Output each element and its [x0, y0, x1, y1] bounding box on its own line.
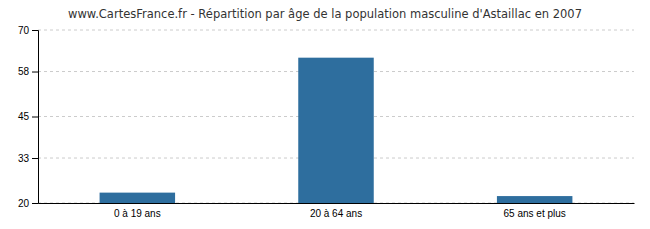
bar — [298, 58, 373, 203]
y-tick-mark — [32, 117, 38, 118]
x-tick-label: 20 à 64 ans — [310, 208, 362, 219]
y-tick: 45 — [18, 111, 38, 122]
bars — [100, 58, 573, 203]
y-tick-mark — [32, 158, 38, 159]
chart: www.CartesFrance.fr - Répartition par âg… — [0, 0, 650, 229]
y-tick-mark — [32, 203, 38, 204]
grid — [38, 30, 634, 203]
y-tick-label: 70 — [18, 25, 30, 36]
y-tick: 20 — [18, 198, 38, 209]
y-tick-label: 33 — [18, 153, 30, 164]
bar — [100, 193, 175, 203]
y-axis: 20 33 45 58 70 — [18, 25, 39, 209]
y-axis-line — [32, 31, 39, 204]
plot: 20 33 45 58 70 0 à 19 ans 20 à 64 ans 65 ans et… — [18, 25, 635, 219]
x-tick: 0 à 19 ans — [114, 208, 161, 219]
x-tick-label: 0 à 19 ans — [114, 208, 161, 219]
y-tick-mark — [32, 72, 38, 73]
y-tick-label: 20 — [18, 198, 30, 209]
y-tick: 70 — [18, 25, 38, 36]
x-tick: 65 ans et plus — [504, 208, 566, 219]
y-tick-label: 58 — [18, 66, 30, 77]
x-axis: 0 à 19 ans 20 à 64 ans 65 ans et plus — [39, 204, 635, 220]
y-tick: 58 — [18, 66, 38, 77]
x-axis-line — [39, 203, 635, 204]
grid-line — [38, 30, 634, 31]
y-tick-label: 45 — [18, 111, 30, 122]
y-tick: 33 — [18, 153, 38, 164]
x-tick: 20 à 64 ans — [310, 208, 362, 219]
bar — [497, 196, 572, 203]
title: www.CartesFrance.fr - Répartition par âg… — [68, 7, 582, 21]
x-tick-label: 65 ans et plus — [504, 208, 566, 219]
y-tick-mark — [32, 30, 38, 31]
